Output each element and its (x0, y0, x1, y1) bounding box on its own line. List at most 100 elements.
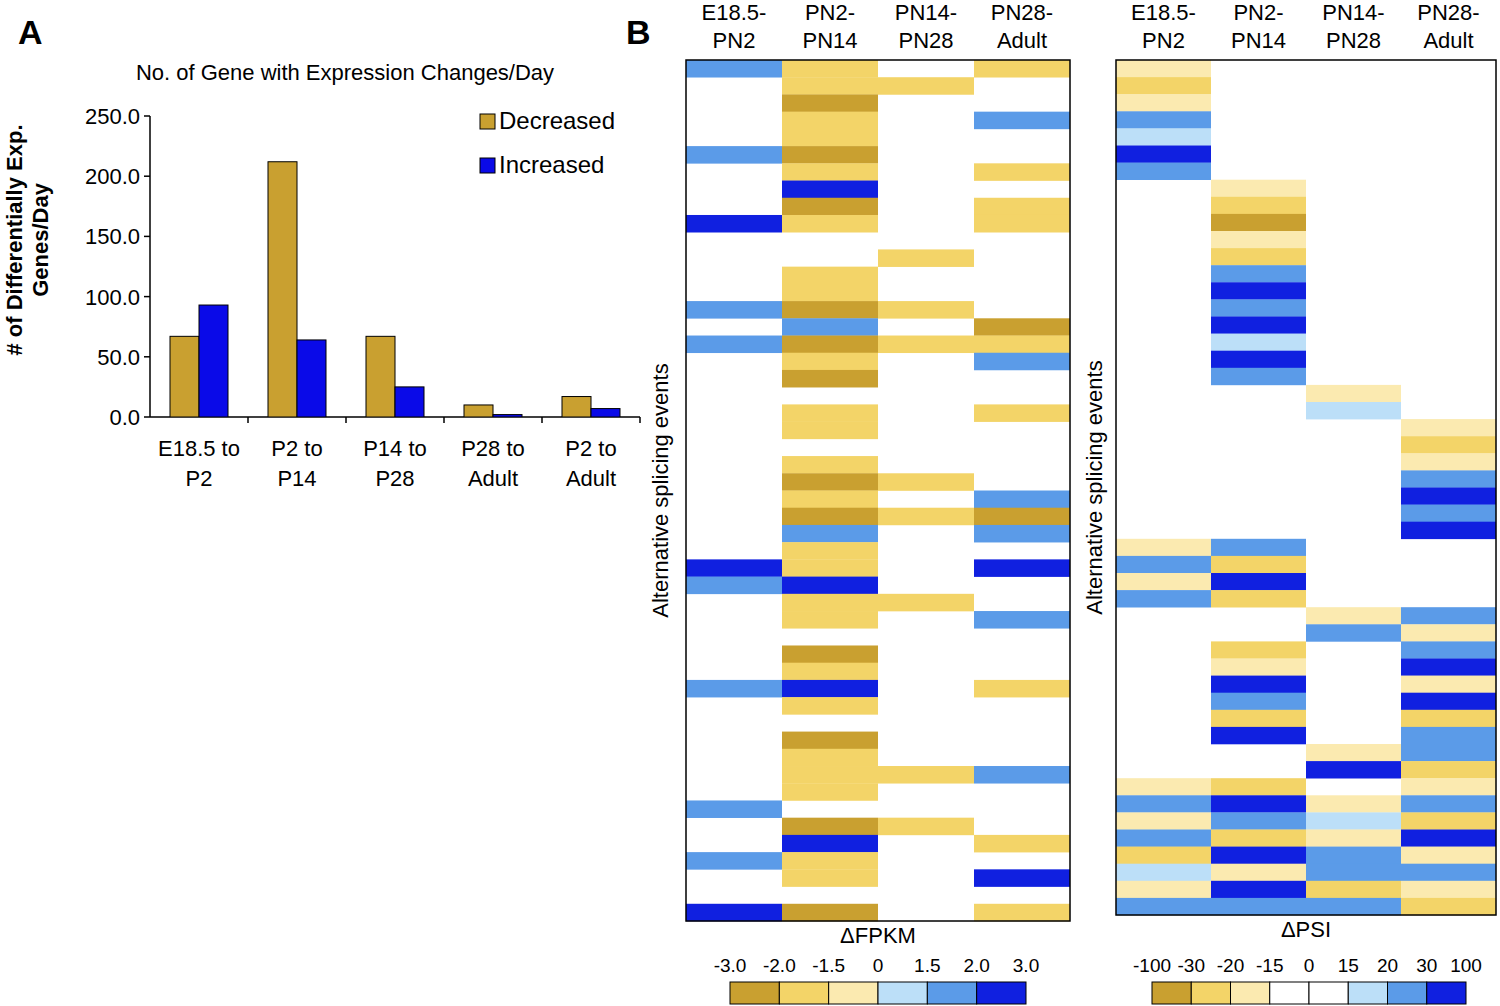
heatmap-cell (1211, 864, 1306, 881)
heatmap-cell (1401, 812, 1496, 829)
heatmap-cell (686, 577, 782, 595)
heatmap-cell (1211, 898, 1306, 915)
heatmap-cell (1401, 659, 1496, 676)
heatmap-cell (878, 818, 974, 836)
heatmap-cell (782, 525, 878, 543)
heatmap-cell (974, 491, 1070, 509)
heatmap-cell (782, 163, 878, 181)
heatmap-frame (1116, 60, 1496, 915)
heatmap-cell (686, 680, 782, 698)
heatmap-cell (782, 60, 878, 78)
colorbar-swatch (1427, 982, 1466, 1004)
heatmap-cell (1211, 556, 1306, 573)
heatmap-cell (974, 318, 1070, 336)
heatmap-cell (1401, 470, 1496, 487)
heatmap-cell (782, 904, 878, 922)
legend-label: Decreased (499, 107, 615, 134)
y-tick-label: 200.0 (85, 164, 140, 189)
heatmap-cell (1401, 419, 1496, 436)
heatmap-cell (974, 835, 1070, 853)
heatmap-cell (974, 680, 1070, 698)
heatmap-cell (782, 577, 878, 595)
heatmap-cell (1211, 727, 1306, 744)
heatmap-cell (974, 112, 1070, 130)
bars (170, 162, 620, 417)
heatmap-cell (1211, 795, 1306, 812)
heatmap-cell (782, 129, 878, 147)
heatmap-cell (878, 301, 974, 319)
heatmap-cell (1211, 693, 1306, 710)
colorbar-swatch (977, 982, 1026, 1004)
y-tick (144, 296, 150, 298)
column-label: PN14-PN28 (895, 0, 957, 53)
heatmap-cell (1306, 402, 1401, 419)
legend-swatch (480, 114, 495, 129)
heatmap-cell (782, 542, 878, 560)
colorbar-tick-label: 0 (1304, 955, 1315, 976)
heatmap-cell (1401, 898, 1496, 915)
colorbar-swatch (1152, 982, 1191, 1004)
heatmap-cell (782, 663, 878, 681)
colorbar-label: ΔFPKM (840, 923, 916, 948)
heatmap-cell (1116, 60, 1211, 77)
heatmap-cell (1211, 214, 1306, 231)
heatmap-cell (1401, 641, 1496, 658)
heatmap-cell (1211, 180, 1306, 197)
heatmap-cell (1401, 795, 1496, 812)
x-tick-label: P2 toAdult (565, 436, 616, 491)
heatmap-cell (1401, 778, 1496, 795)
heatmap-cell (782, 732, 878, 750)
heatmap-cell (782, 94, 878, 112)
heatmap-cell (782, 353, 878, 371)
panel-label: B (626, 13, 651, 51)
heatmap-cell (782, 336, 878, 354)
heatmap-cell (782, 456, 878, 474)
heatmap-cell (782, 766, 878, 784)
heatmap-cell (1401, 488, 1496, 505)
heatmap-cell (1211, 197, 1306, 214)
heatmap-frame (686, 60, 1070, 921)
heatmap-cell (1401, 847, 1496, 864)
heatmap-cell (1211, 248, 1306, 265)
bar (464, 405, 493, 417)
colorbar-tick-label: 3.0 (1013, 955, 1039, 976)
heatmap-cell (1211, 334, 1306, 351)
heatmap-cell (782, 559, 878, 577)
heatmap-cell (1116, 881, 1211, 898)
y-tick (144, 175, 150, 177)
heatmap-cell (974, 559, 1070, 577)
heatmap-cell (782, 508, 878, 526)
heatmap-cell (1211, 812, 1306, 829)
heatmap-cell (974, 163, 1070, 181)
heatmap-cell (1306, 812, 1401, 829)
heatmap-cell (686, 301, 782, 319)
heatmap-cell (1211, 659, 1306, 676)
column-label: PN28-Adult (1417, 0, 1479, 53)
heatmap-cell (878, 594, 974, 612)
colorbar-tick-label: -3.0 (714, 955, 747, 976)
heatmap-cell (782, 697, 878, 715)
heatmap-cell (1401, 881, 1496, 898)
heatmap-cell (1401, 744, 1496, 761)
heatmap-cell (878, 249, 974, 267)
heatmap-cell (1401, 607, 1496, 624)
heatmap-cell (782, 146, 878, 164)
heatmap-cell (782, 198, 878, 216)
heatmap-cell (1211, 231, 1306, 248)
colorbar-tick-label: 15 (1338, 955, 1359, 976)
heatmap-cell (686, 215, 782, 233)
colorbar-swatch (1309, 982, 1348, 1004)
heatmap-cell (1211, 573, 1306, 590)
colorbar-swatch (1231, 982, 1270, 1004)
panel-label: A (18, 13, 43, 51)
heatmap-cell (1211, 710, 1306, 727)
column-label: PN2-PN14 (802, 0, 857, 53)
heatmap-cell (1306, 898, 1401, 915)
heatmap-cell (782, 783, 878, 801)
heatmap-cell (878, 766, 974, 784)
heatmap-cell (1306, 624, 1401, 641)
heatmap-cell (1116, 898, 1211, 915)
heatmap-cell (878, 473, 974, 491)
heatmap-cell (974, 353, 1070, 371)
bar (493, 415, 522, 417)
